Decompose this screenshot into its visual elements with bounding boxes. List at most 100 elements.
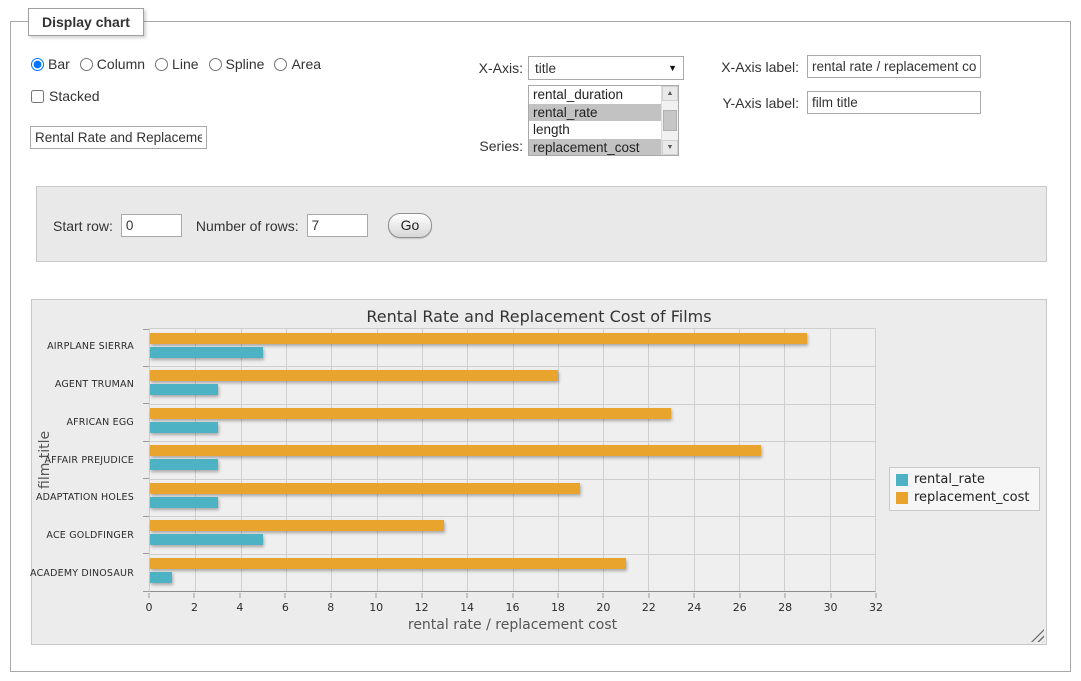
series-listbox: rental_durationrental_ratelengthreplacem…: [528, 85, 679, 156]
category-label: AFFAIR PREJUDICE: [32, 441, 142, 479]
num-rows-input[interactable]: [307, 214, 368, 237]
legend-item-rental_rate[interactable]: rental_rate: [896, 472, 1030, 487]
x-axis-tick: [830, 593, 831, 598]
series-option-rental_rate[interactable]: rental_rate: [529, 104, 661, 122]
num-rows-label: Number of rows:: [196, 218, 299, 234]
chart-type-radio-column[interactable]: [80, 58, 93, 71]
x-axis-tick-label: 6: [282, 601, 289, 614]
stacked-checkbox-row[interactable]: Stacked: [31, 88, 100, 104]
bar-replacement_cost[interactable]: [150, 445, 761, 456]
bar-rental_rate[interactable]: [150, 572, 172, 583]
x-axis-tick-label: 0: [146, 601, 153, 614]
legend-swatch-icon: [896, 492, 908, 504]
x-axis-tick-label: 8: [327, 601, 334, 614]
bar-rental_rate[interactable]: [150, 347, 263, 358]
chart-type-radio-area[interactable]: [274, 58, 287, 71]
x-axis-tick-label: 14: [460, 601, 474, 614]
category-row-2: [150, 366, 875, 403]
x-axis-tick-label: 16: [506, 601, 520, 614]
x-axis-tick-label: 28: [778, 601, 792, 614]
x-axis-tick: [876, 593, 877, 598]
x-axis-title: rental rate / replacement cost: [149, 617, 876, 633]
category-row-3: [150, 404, 875, 441]
xaxis-select[interactable]: title ▼: [528, 56, 684, 80]
chart-type-option-column[interactable]: Column: [80, 56, 145, 72]
stacked-checkbox[interactable]: [31, 90, 44, 103]
chart-type-label: Line: [172, 56, 198, 72]
xaxis-label-input[interactable]: [807, 55, 981, 78]
gridline: [875, 329, 876, 591]
scrollbar-down-icon[interactable]: ▼: [662, 140, 678, 155]
category-row-7: [150, 554, 875, 591]
chart-type-option-line[interactable]: Line: [155, 56, 198, 72]
start-row-input[interactable]: [121, 214, 182, 237]
chart-type-radio-spline[interactable]: [209, 58, 222, 71]
x-axis-tick: [512, 593, 513, 598]
category-label: AGENT TRUMAN: [32, 366, 142, 404]
x-axis-tick-label: 10: [369, 601, 383, 614]
category-label: ACADEMY DINOSAUR: [32, 554, 142, 592]
bar-rental_rate[interactable]: [150, 384, 218, 395]
series-option-replacement_cost[interactable]: replacement_cost: [529, 139, 661, 157]
chevron-down-icon: ▼: [668, 63, 677, 73]
chart-type-option-spline[interactable]: Spline: [209, 56, 265, 72]
chart-title-input[interactable]: [30, 126, 207, 149]
scrollbar-track[interactable]: [662, 101, 678, 140]
category-row-6: [150, 516, 875, 553]
x-axis-tick: [785, 593, 786, 598]
bar-replacement_cost[interactable]: [150, 370, 558, 381]
stacked-label: Stacked: [49, 88, 100, 104]
y-axis-tick: [143, 516, 149, 517]
chart-type-label: Column: [97, 56, 145, 72]
scrollbar-up-icon[interactable]: ▲: [662, 86, 678, 101]
chart-type-option-area[interactable]: Area: [274, 56, 321, 72]
bar-replacement_cost[interactable]: [150, 520, 444, 531]
x-axis-tick-label: 32: [869, 601, 883, 614]
go-button[interactable]: Go: [388, 213, 433, 238]
x-axis-tick: [467, 593, 468, 598]
chart-type-radio-line[interactable]: [155, 58, 168, 71]
bar-rental_rate[interactable]: [150, 497, 218, 508]
series-option-rental_duration[interactable]: rental_duration: [529, 86, 661, 104]
bar-replacement_cost[interactable]: [150, 333, 807, 344]
y-axis-tick: [143, 366, 149, 367]
y-axis-tick: [143, 478, 149, 479]
x-axis-tick-label: 20: [596, 601, 610, 614]
bar-rows: [150, 329, 875, 591]
category-row-4: [150, 441, 875, 478]
category-label: AFRICAN EGG: [32, 403, 142, 441]
x-axis-tick: [557, 593, 558, 598]
bar-replacement_cost[interactable]: [150, 558, 626, 569]
series-scrollbar[interactable]: ▲ ▼: [661, 86, 678, 155]
x-axis-tick: [421, 593, 422, 598]
bar-rental_rate[interactable]: [150, 422, 218, 433]
x-axis-tick-label: 4: [236, 601, 243, 614]
y-axis-tick: [143, 329, 149, 330]
x-axis-tick: [694, 593, 695, 598]
bar-replacement_cost[interactable]: [150, 408, 671, 419]
bar-rental_rate[interactable]: [150, 459, 218, 470]
start-row-label: Start row:: [53, 218, 113, 234]
chart-title: Rental Rate and Replacement Cost of Film…: [32, 307, 1046, 326]
x-axis-tick: [330, 593, 331, 598]
x-axis-tick: [603, 593, 604, 598]
series-option-length[interactable]: length: [529, 121, 661, 139]
bar-rental_rate[interactable]: [150, 534, 263, 545]
x-axis-tick-label: 18: [551, 601, 565, 614]
display-chart-fieldset-legend: Display chart: [28, 8, 144, 36]
bar-replacement_cost[interactable]: [150, 483, 580, 494]
category-label: AIRPLANE SIERRA: [32, 328, 142, 366]
resize-handle-icon[interactable]: [1031, 629, 1044, 642]
x-axis-tick: [648, 593, 649, 598]
chart-legend: rental_rate replacement_cost: [889, 467, 1040, 511]
legend-item-replacement_cost[interactable]: replacement_cost: [896, 490, 1030, 505]
x-axis-tick-label: 12: [415, 601, 429, 614]
row-range-controls: Start row: Number of rows: Go: [53, 213, 432, 238]
chart-type-radio-bar[interactable]: [31, 58, 44, 71]
row-range-panel: Start row: Number of rows: Go: [36, 186, 1047, 262]
chart-type-option-bar[interactable]: Bar: [31, 56, 70, 72]
yaxis-label-input[interactable]: [807, 91, 981, 114]
x-axis-tick: [149, 593, 150, 598]
y-axis-tick: [143, 403, 149, 404]
scrollbar-thumb[interactable]: [663, 110, 677, 131]
